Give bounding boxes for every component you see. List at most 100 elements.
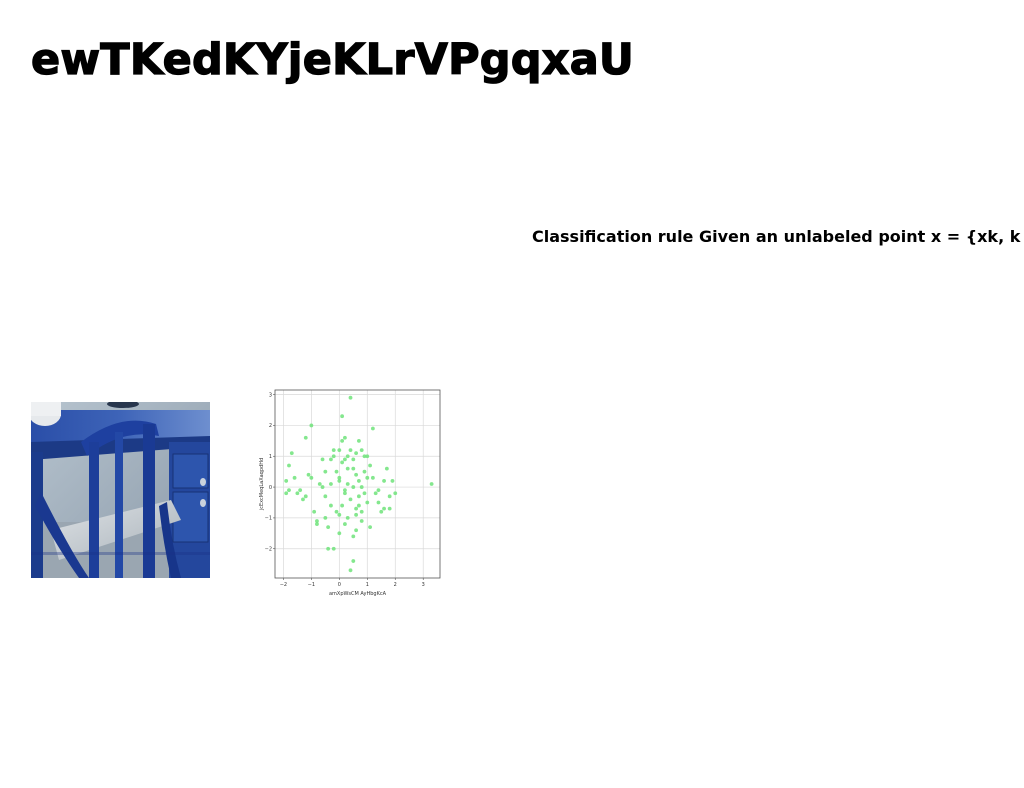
x-tick-label: 1 [366, 582, 369, 588]
scatter-point [309, 423, 314, 428]
scatter-point [306, 472, 311, 477]
scatter-plot-svg: −2 −1 0 1 2 3 −2 −1 0 1 2 3 amXpWsCM AyHbgKcA jcExcMe… [259, 389, 441, 597]
scatter-point [334, 509, 339, 514]
scatter-point [315, 519, 319, 523]
scatter-point [337, 512, 342, 517]
y-tick-label: 1 [269, 454, 272, 460]
x-tick-label: −2 [280, 582, 287, 588]
scatter-point [354, 528, 359, 533]
y-tick-label: −1 [265, 516, 272, 522]
scatter-point [393, 491, 398, 496]
scatter-point [356, 494, 361, 499]
classification-rule-text: Classification rule Given an unlabeled p… [532, 227, 1021, 246]
scatter-point [429, 482, 434, 486]
scatter-point [303, 435, 308, 440]
scatter-point [287, 488, 291, 493]
scatter-point [309, 475, 314, 480]
scatter-point [329, 503, 333, 508]
scatter-point [343, 457, 347, 462]
scatter-point [359, 509, 364, 514]
scatter-point [334, 469, 339, 474]
scatter-point [340, 438, 345, 443]
scatter-point [365, 475, 370, 480]
scatter-point [284, 479, 289, 483]
scatter-point [298, 488, 303, 493]
scatter-point [351, 534, 356, 539]
scatter-point [292, 475, 297, 480]
desk-chair-illustration [31, 402, 210, 578]
scatter-point [287, 463, 291, 468]
scatter-point [351, 457, 356, 462]
scatter-point [359, 448, 364, 452]
y-tick-label: 0 [269, 485, 272, 491]
scatter-point [337, 475, 342, 480]
scatter-point [362, 454, 367, 459]
scatter-point [303, 494, 308, 499]
scatter-point [362, 469, 367, 474]
scatter-point [356, 479, 361, 483]
scatter-chart: −2 −1 0 1 2 3 −2 −1 0 1 2 3 amXpWsCM AyHbgKcA jcExcMe… [255, 385, 445, 600]
scatter-point [323, 494, 328, 499]
scatter-point [343, 522, 347, 526]
x-tick-label: −1 [308, 582, 315, 588]
scatter-point [345, 482, 350, 486]
scatter-point [284, 491, 289, 496]
y-axis-label: jcExcMeqLaXaqpdHd [259, 458, 265, 511]
scatter-point [382, 479, 386, 483]
scatter-point [340, 503, 345, 508]
scatter-point [351, 559, 356, 563]
y-tick-label: 3 [269, 392, 272, 398]
scatter-point [337, 448, 342, 452]
page-title: ewTKedKYjeKLrVPgqxaU [30, 34, 635, 85]
scatter-point [337, 531, 342, 536]
scatter-point [354, 451, 359, 456]
scatter-point [323, 469, 328, 474]
scatter-point [348, 568, 353, 573]
scatter-point [351, 466, 356, 471]
scatter-point [331, 448, 336, 452]
x-tick-label: 2 [394, 582, 397, 588]
scatter-point [376, 488, 381, 493]
scatter-point [373, 491, 378, 496]
scatter-point [382, 506, 386, 511]
scatter-point [370, 475, 375, 480]
scatter-point [368, 463, 372, 468]
x-tick-label: 0 [338, 582, 341, 588]
scatter-point [348, 497, 353, 502]
scatter-point [359, 485, 364, 489]
scatter-point [362, 491, 367, 496]
scatter-point [356, 503, 361, 508]
scatter-point [343, 491, 347, 496]
scatter-point [326, 546, 331, 551]
scatter-point [365, 500, 370, 505]
scatter-point [312, 509, 317, 514]
scatter-point [343, 488, 347, 493]
scatter-point [340, 414, 345, 419]
scatter-point [365, 454, 370, 459]
scatter-point [387, 494, 392, 499]
desk-chair-photo [31, 402, 210, 578]
scatter-point [345, 454, 350, 459]
scatter-point [384, 466, 389, 471]
scatter-point [317, 482, 322, 486]
scatter-point [354, 506, 359, 511]
scatter-point [289, 451, 294, 456]
scatter-point [354, 472, 359, 477]
scatter-point [387, 506, 392, 511]
scatter-point [348, 448, 353, 452]
y-tick-label: −2 [265, 547, 272, 553]
x-tick-label: 3 [422, 582, 425, 588]
scatter-point [368, 525, 372, 530]
scatter-point [348, 395, 353, 400]
x-axis-label: amXpWsCM AyHbgKcA [329, 591, 387, 597]
scatter-point [345, 466, 350, 471]
scatter-point [329, 457, 333, 462]
scatter-point [295, 491, 300, 496]
y-tick-label: 2 [269, 423, 272, 429]
plot-frame [274, 389, 441, 579]
scatter-point [379, 509, 384, 514]
scatter-point [370, 426, 375, 431]
scatter-point [356, 438, 361, 443]
scatter-point [301, 497, 305, 502]
scatter-point [320, 457, 325, 462]
